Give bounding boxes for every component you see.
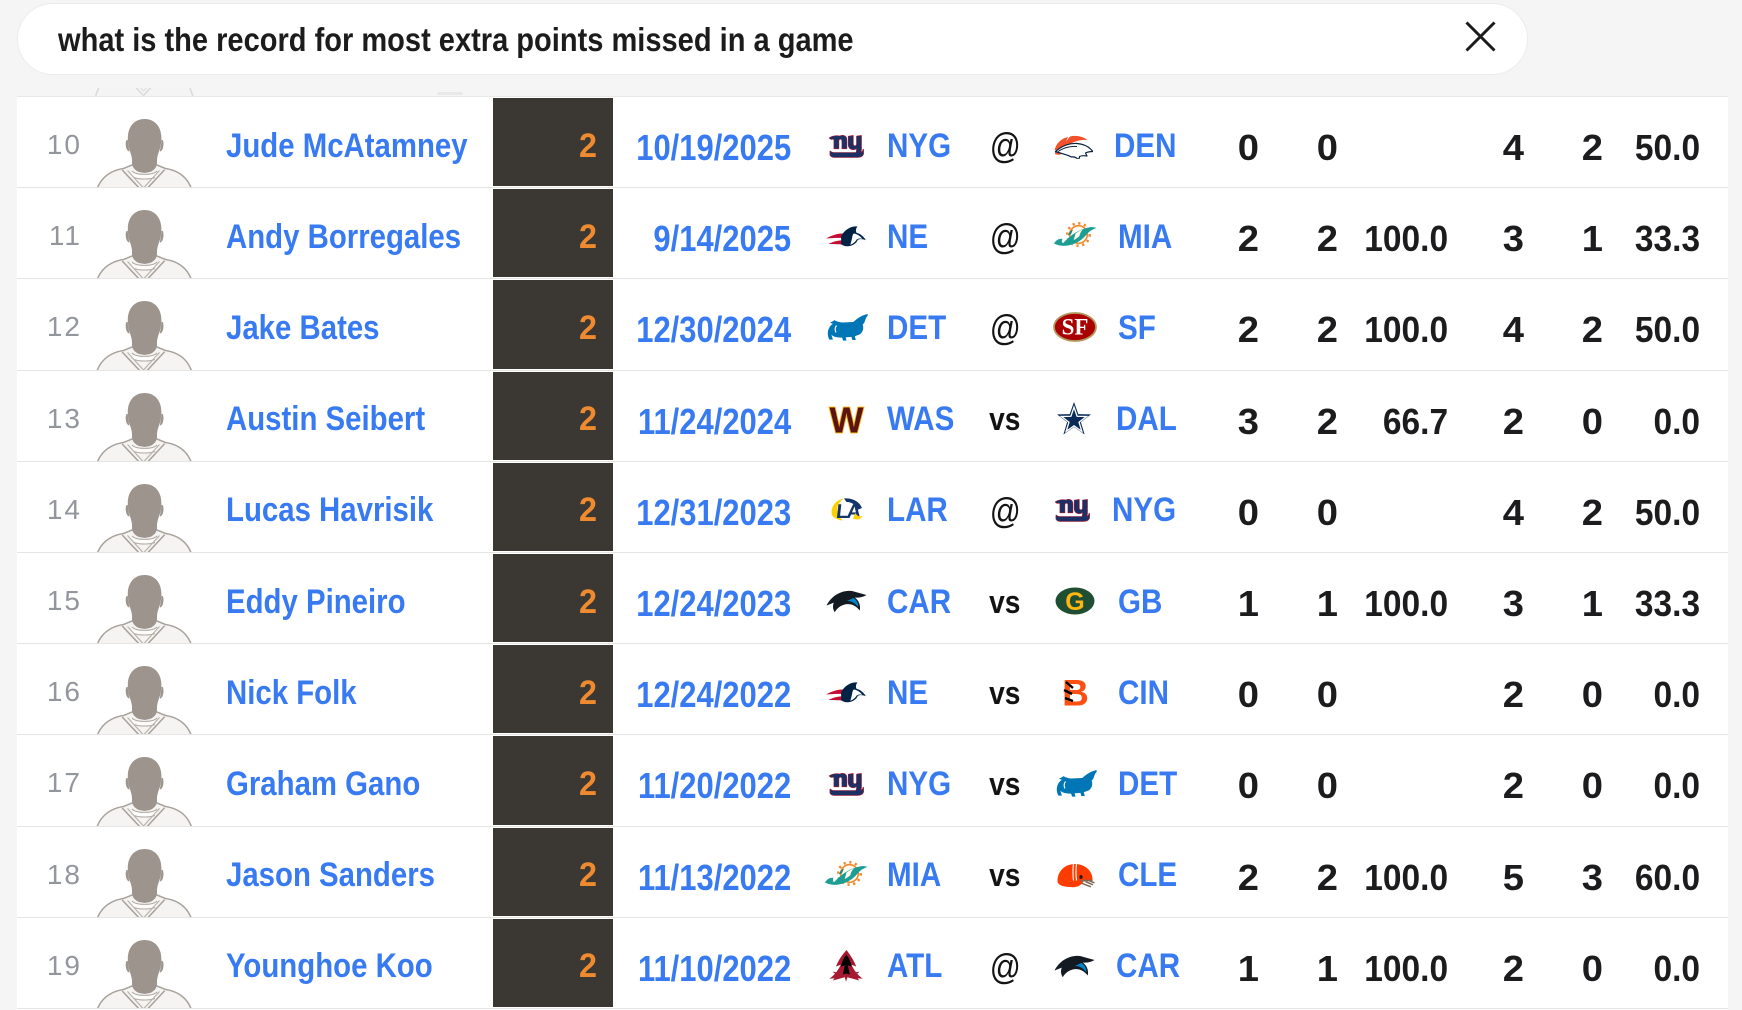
svg-text:A: A xyxy=(845,501,862,523)
svg-text:L: L xyxy=(835,501,850,523)
svg-text:W: W xyxy=(830,404,864,434)
svg-text:SF: SF xyxy=(1062,315,1089,340)
svg-text:G: G xyxy=(1065,588,1084,615)
